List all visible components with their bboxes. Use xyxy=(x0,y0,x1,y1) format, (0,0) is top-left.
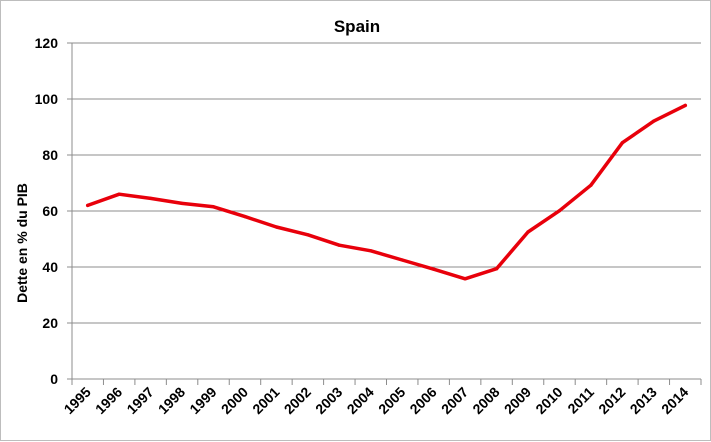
x-tick-label: 2011 xyxy=(564,384,597,417)
x-tick-label: 2005 xyxy=(375,384,408,417)
y-tick-label: 60 xyxy=(42,203,58,219)
data-point xyxy=(432,267,436,271)
x-tick-label: 2000 xyxy=(218,384,251,417)
x-tick-label: 1996 xyxy=(92,384,125,417)
data-point xyxy=(526,230,530,234)
data-point xyxy=(117,192,121,196)
data-point xyxy=(306,233,310,237)
x-tick-label: 2009 xyxy=(501,384,534,417)
x-tick-label: 2013 xyxy=(627,384,660,417)
y-tick-label: 20 xyxy=(42,315,58,331)
data-point xyxy=(243,215,247,219)
x-tick-label: 2007 xyxy=(438,384,471,417)
x-axis-ticks: 1995199619971998199920002001200220032004… xyxy=(61,379,702,417)
series-line xyxy=(85,103,688,281)
x-tick-label: 1998 xyxy=(155,384,188,417)
data-point xyxy=(589,183,593,187)
x-tick-label: 2006 xyxy=(406,384,439,417)
y-tick-label: 120 xyxy=(35,35,59,51)
data-point xyxy=(180,201,184,205)
data-point xyxy=(620,141,625,145)
data-point xyxy=(211,205,216,209)
data-point xyxy=(86,203,90,207)
y-tick-label: 40 xyxy=(42,259,58,275)
data-point xyxy=(274,225,278,229)
y-axis-ticks: 0 20 40 60 80 100 120 xyxy=(35,35,72,387)
y-tick-label: 0 xyxy=(50,371,58,387)
x-tick-label: 2012 xyxy=(595,384,628,417)
data-point xyxy=(337,243,341,247)
data-point xyxy=(557,209,562,213)
x-tick-label: 2004 xyxy=(344,384,377,417)
data-point xyxy=(683,103,687,107)
x-tick-label: 2014 xyxy=(658,384,691,417)
y-tick-label: 100 xyxy=(35,91,59,107)
series-group xyxy=(85,103,688,281)
gridlines xyxy=(72,42,701,324)
data-point xyxy=(652,119,656,123)
y-axis-title: Dette en % du PIB xyxy=(14,183,30,303)
x-tick-label: 1997 xyxy=(123,384,156,417)
data-point xyxy=(369,249,373,253)
y-tick-label: 80 xyxy=(42,147,58,163)
x-tick-label: 2010 xyxy=(532,384,565,417)
x-tick-label: 2008 xyxy=(469,384,502,417)
x-tick-label: 2001 xyxy=(249,384,282,417)
data-point xyxy=(400,258,404,262)
chart-title: Spain xyxy=(334,17,380,36)
x-tick-label: 1995 xyxy=(61,384,94,417)
x-tick-label: 2002 xyxy=(281,384,314,417)
data-point xyxy=(149,196,153,200)
x-tick-label: 2003 xyxy=(312,384,345,417)
data-point xyxy=(463,277,467,281)
x-tick-label: 1999 xyxy=(186,384,219,417)
data-point xyxy=(495,267,499,271)
